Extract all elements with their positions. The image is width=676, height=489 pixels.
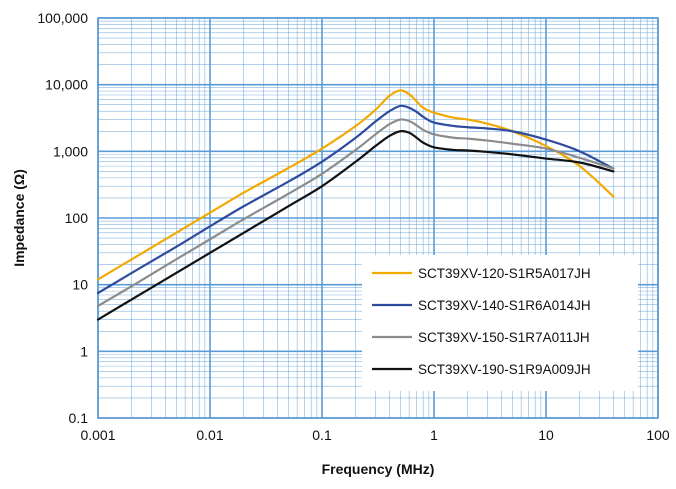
- y-tick-label: 100,000: [37, 10, 88, 26]
- x-tick-label: 0.001: [80, 427, 115, 443]
- y-tick-label: 10,000: [45, 77, 88, 93]
- y-axis-title: Impedance (Ω): [11, 169, 27, 267]
- y-tick-label: 1: [80, 343, 88, 359]
- legend: SCT39XV-120-S1R5A017JH SCT39XV-140-S1R6A0…: [362, 255, 638, 391]
- x-tick-label: 10: [538, 427, 554, 443]
- legend-label: SCT39XV-150-S1R7A011JH: [418, 330, 590, 345]
- series-lines: [96, 89, 615, 321]
- legend-label: SCT39XV-140-S1R6A014JH: [418, 298, 591, 313]
- x-axis-title: Frequency (MHz): [322, 461, 435, 477]
- legend-label: SCT39XV-120-S1R5A017JH: [418, 266, 591, 281]
- series-line-3: [96, 118, 615, 308]
- series-line-1: [96, 89, 615, 281]
- y-tick-label: 10: [72, 277, 88, 293]
- series-line-2: [96, 104, 615, 295]
- y-tick-label: 1,000: [53, 143, 88, 159]
- x-tick-label: 100: [646, 427, 670, 443]
- x-tick-label: 0.01: [196, 427, 223, 443]
- plot-frame: [97, 17, 659, 419]
- x-tick-label: 0.1: [312, 427, 332, 443]
- legend-label: SCT39XV-190-S1R9A009JH: [418, 362, 591, 377]
- x-tick-label: 1: [430, 427, 438, 443]
- y-tick-label: 100: [65, 210, 89, 226]
- series-line-4: [96, 130, 615, 321]
- tick-labels: 0.001 0.01 0.1 1 10 100 0.1 1 10 100 1,000 10,000 10…: [37, 10, 670, 443]
- y-tick-label: 0.1: [69, 410, 89, 426]
